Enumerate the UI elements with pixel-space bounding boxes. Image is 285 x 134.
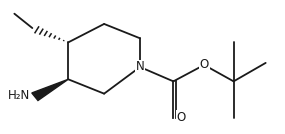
Polygon shape [32,79,68,100]
Text: N: N [136,60,144,74]
Text: H₂N: H₂N [7,89,30,102]
Text: O: O [176,111,186,124]
Text: O: O [200,58,209,71]
